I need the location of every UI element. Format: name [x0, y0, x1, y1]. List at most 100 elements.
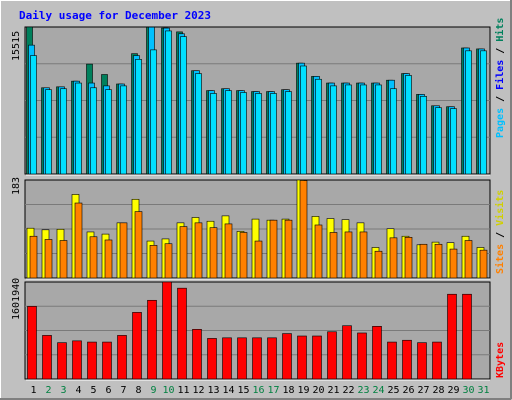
kbytes-bar	[267, 337, 277, 380]
pages-bar	[315, 78, 322, 175]
kbytes-bar	[27, 306, 37, 380]
pages-bar	[450, 108, 457, 175]
kbytes-bar	[57, 342, 67, 380]
kbytes-bar	[207, 338, 217, 380]
day-label: 22	[342, 385, 354, 396]
day-label: 28	[432, 385, 444, 396]
kbytes-bar	[252, 337, 262, 380]
kbytes-bar	[42, 335, 52, 380]
pages-bar	[30, 55, 37, 175]
sites-bar	[419, 243, 428, 279]
pages-bar	[165, 30, 172, 175]
day-label: 5	[90, 385, 96, 396]
sites-bar	[359, 231, 368, 279]
kbytes-bar	[282, 333, 292, 380]
pages-bar	[225, 90, 232, 175]
kbytes-bar	[177, 287, 187, 380]
kbytes-bar	[447, 293, 457, 380]
sites-bar	[224, 223, 233, 279]
pages-bar	[330, 85, 337, 175]
kbytes-bar	[132, 312, 142, 380]
day-label: 26	[402, 385, 414, 396]
sites-bar	[209, 227, 218, 279]
pages-bar	[420, 96, 427, 175]
legend-entry: Files	[494, 60, 506, 90]
kbytes-bar	[402, 339, 412, 380]
mid-max-label: 183	[11, 177, 22, 195]
legend-entry: /	[495, 42, 506, 60]
kbytes-bar	[72, 340, 82, 380]
mid-legend: Sites / Visits	[494, 190, 506, 274]
sites-bar	[74, 202, 83, 279]
pages-bar	[300, 65, 307, 175]
day-label: 16	[252, 385, 264, 396]
sites-bar	[449, 248, 458, 279]
pages-bar	[45, 89, 52, 175]
kbytes-bar	[87, 341, 97, 380]
pages-bar	[270, 93, 277, 175]
top-legend: Pages / Files / Hits	[494, 18, 506, 138]
pages-bar	[435, 107, 442, 175]
day-label: 13	[207, 385, 219, 396]
sites-bar	[164, 243, 173, 279]
sites-bar	[239, 232, 248, 279]
sites-bar	[329, 232, 338, 279]
sites-bar	[434, 243, 443, 279]
pages-bar	[135, 59, 142, 175]
sites-bar	[479, 249, 488, 279]
day-label: 4	[75, 385, 81, 396]
pages-bar	[180, 36, 187, 175]
kbytes-bar	[387, 341, 397, 380]
sites-bar	[284, 219, 293, 279]
sites-bar	[254, 240, 263, 279]
top-max-label: 15515	[11, 31, 22, 61]
day-label: 25	[387, 385, 399, 396]
kbytes-bar	[312, 335, 322, 380]
kbytes-bar	[297, 335, 307, 380]
pages-bar	[285, 91, 292, 175]
day-label: 23	[357, 385, 369, 396]
sites-bar	[179, 226, 188, 279]
sites-bar	[119, 222, 128, 279]
kbytes-bar	[102, 341, 112, 380]
pages-bar	[75, 82, 82, 175]
visits-sites-panel	[24, 179, 491, 280]
pages-bar	[360, 84, 367, 175]
kbytes-bar	[117, 335, 127, 380]
day-label: 15	[237, 385, 249, 396]
legend-entry: Visits	[494, 190, 506, 226]
sites-bar	[389, 237, 398, 279]
day-label: 17	[267, 385, 279, 396]
day-label: 11	[177, 385, 189, 396]
sites-bar	[44, 239, 53, 279]
kbytes-bar	[432, 341, 442, 380]
pages-bar	[375, 84, 382, 175]
chart-title: Daily usage for December 2023	[19, 9, 211, 22]
day-label: 27	[417, 385, 429, 396]
hits-files-pages-panel	[24, 26, 491, 176]
sites-bar	[59, 240, 68, 279]
kbytes-bar	[327, 331, 337, 380]
bottom-max-label: 1601940	[11, 278, 22, 320]
day-label: 31	[477, 385, 489, 396]
kbytes-bar	[417, 342, 427, 380]
pages-bar	[105, 89, 112, 175]
kbytes-bar	[357, 332, 367, 380]
legend-entry: /	[495, 226, 506, 244]
kbytes-bar	[372, 326, 382, 380]
sites-bar	[89, 236, 98, 279]
day-label: 30	[462, 385, 474, 396]
pages-bar	[405, 75, 412, 175]
day-label: 12	[192, 385, 204, 396]
pages-bar	[210, 93, 217, 175]
bottom-legend: KBytes	[495, 342, 506, 378]
x-axis-day-labels: 1 2 3 4 5 6 7 8 9 10 11 12 13 14 15 16 17 18 19 20 21 22 23 24 2…	[30, 385, 489, 396]
pages-bar	[345, 84, 352, 175]
sites-bar	[464, 240, 473, 279]
sites-bar	[104, 239, 113, 279]
day-label: 9	[150, 385, 156, 396]
kbytes-bar	[222, 337, 232, 380]
sites-bar	[374, 250, 383, 279]
legend-entry: Pages	[495, 108, 506, 138]
day-label: 10	[162, 385, 174, 396]
